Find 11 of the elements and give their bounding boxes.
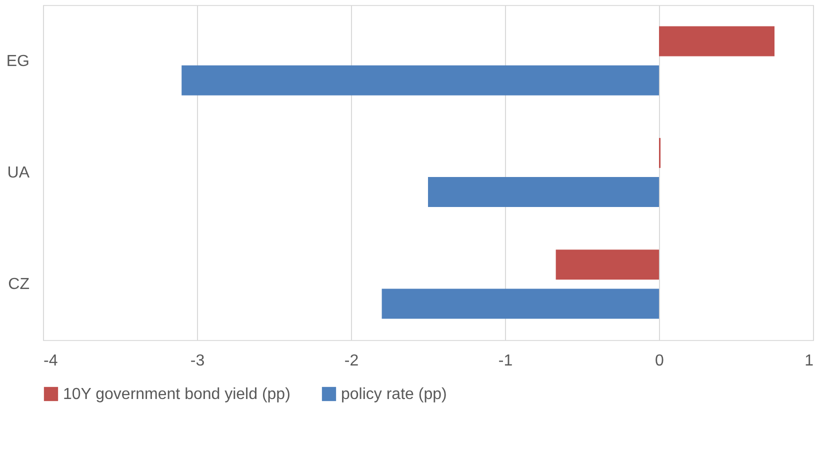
x-tick-label: 0 — [655, 352, 664, 370]
x-tick-label: -1 — [498, 352, 513, 370]
y-tick-label: CZ — [8, 276, 30, 294]
x-tick-label: -3 — [190, 352, 205, 370]
legend-label: 10Y government bond yield (pp) — [63, 386, 290, 403]
x-tick-label: -2 — [344, 352, 359, 370]
y-tick-label: UA — [7, 164, 30, 182]
legend-label: policy rate (pp) — [341, 386, 447, 403]
x-tick-label: 1 — [804, 352, 814, 370]
x-tick-label: -4 — [44, 352, 58, 370]
y-tick-label: EG — [6, 52, 30, 70]
